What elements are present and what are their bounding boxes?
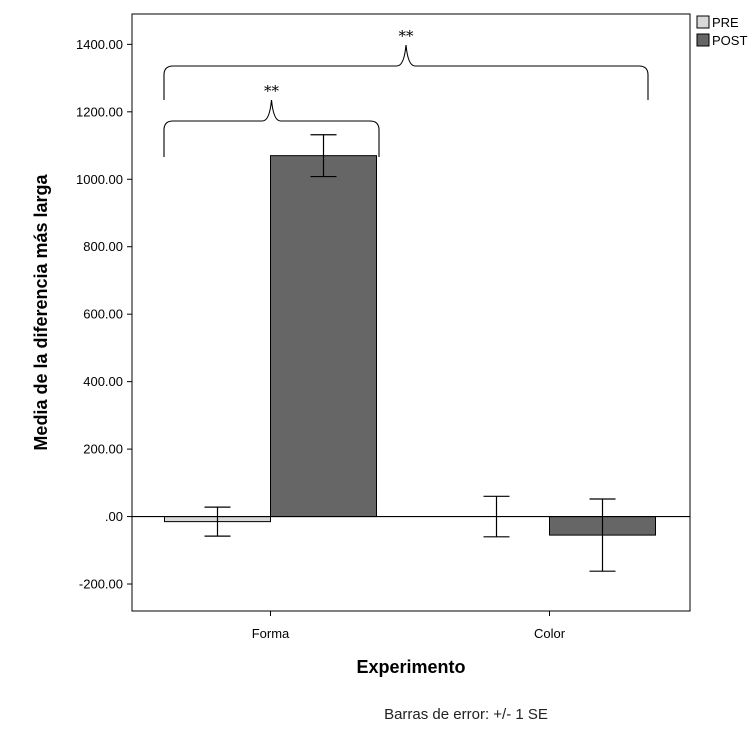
significance-bracket <box>163 99 380 157</box>
x-axis-title: Experimento <box>356 657 465 677</box>
y-tick-label: 1400.00 <box>76 37 123 52</box>
legend-label-post: POST <box>712 33 747 48</box>
bars-group <box>164 155 656 536</box>
y-tick-label: 400.00 <box>83 374 123 389</box>
y-tick-label: 1000.00 <box>76 172 123 187</box>
y-tick-label: 1200.00 <box>76 104 123 119</box>
significance-label: ** <box>264 82 280 100</box>
legend-label-pre: PRE <box>712 15 739 30</box>
plot-frame <box>131 13 691 612</box>
significance-label: ** <box>399 27 415 45</box>
x-axis: Forma Color <box>252 611 566 641</box>
y-axis-title: Media de la diferencia más larga <box>31 173 51 450</box>
legend-swatch-pre <box>696 15 710 29</box>
bar-post-forma <box>270 155 377 518</box>
y-tick-label: -200.00 <box>79 577 123 592</box>
y-tick-label: 200.00 <box>83 442 123 457</box>
footnote: Barras de error: +/- 1 SE <box>384 706 548 723</box>
error-bars-group <box>204 134 616 572</box>
significance-bracket <box>163 44 649 100</box>
x-tick-label: Forma <box>252 626 290 641</box>
legend-swatch-post <box>696 33 710 47</box>
y-tick-label: 600.00 <box>83 307 123 322</box>
x-tick-label: Color <box>534 626 566 641</box>
annotations-group: ** ** <box>163 27 649 157</box>
y-tick-label: 800.00 <box>83 239 123 254</box>
y-axis: -200.00 .00 200.00 400.00 600.00 800.00 1000.0… <box>76 37 132 592</box>
legend: PRE POST <box>696 15 747 48</box>
y-tick-label: .00 <box>105 509 123 524</box>
